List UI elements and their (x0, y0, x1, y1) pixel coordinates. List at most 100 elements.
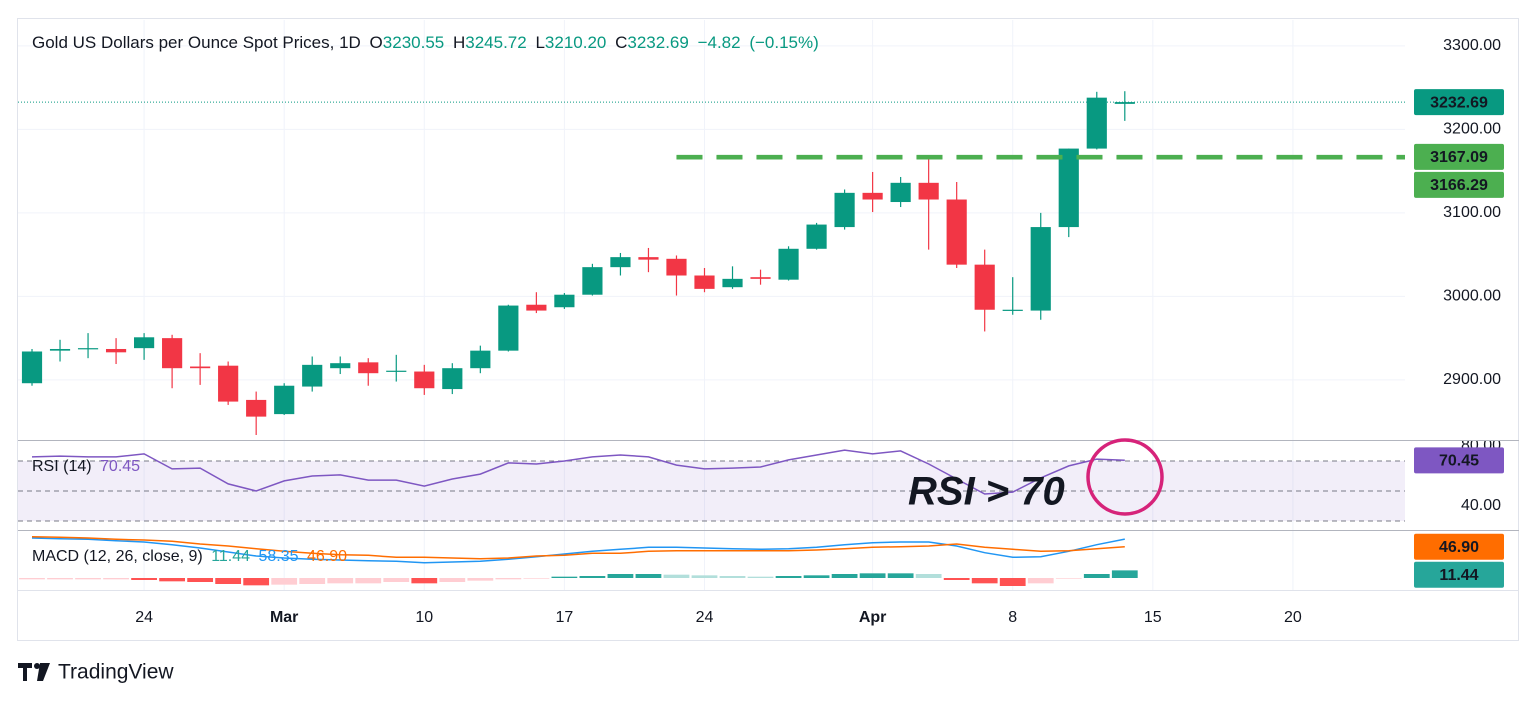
x-tick-label: 24 (696, 609, 714, 626)
candle-body (470, 350, 491, 369)
ohlc-key: L (535, 33, 544, 52)
brand-name: TradingView (58, 661, 174, 684)
change: −4.82 (698, 33, 741, 52)
macd-histogram-bar (215, 578, 242, 584)
axes: 24 Mar 10 17 24 Apr 8 15 20 2900.00 3000.00 3100.00… (135, 37, 1504, 626)
macd-histogram-bar (467, 578, 494, 581)
candle-body (1086, 97, 1107, 149)
chart-legend: Gold US Dollars per Ounce Spot Prices, 1… (32, 33, 819, 52)
price-label-box (1414, 533, 1504, 560)
candle-body (582, 267, 603, 295)
macd-histogram-bar (551, 576, 578, 578)
candle-body (49, 348, 71, 351)
macd-histogram-bar (663, 574, 690, 578)
candle-body (890, 182, 911, 203)
macd-histogram-bar (411, 578, 438, 584)
change-percent: (−0.15%) (749, 33, 818, 52)
macd-histogram-bar (607, 574, 634, 578)
rsi-legend: RSI (14) 70.45 (32, 458, 140, 475)
y-tick-label: 3000.00 (1443, 288, 1501, 305)
x-tick-label: 17 (555, 609, 573, 626)
candle-body (554, 294, 575, 308)
logo-shape (37, 663, 50, 681)
candle-body (694, 275, 715, 289)
macd-histogram-bar (383, 578, 410, 582)
ohlc-value: 3210.20 (545, 33, 606, 52)
macd-histogram-bar (999, 578, 1026, 586)
macd-signal-value: 46.90 (307, 548, 347, 565)
ohlc-value: 3232.69 (627, 33, 688, 52)
candle-body (946, 199, 967, 265)
y-tick-label: 3200.00 (1443, 121, 1501, 138)
macd-histogram-bar (691, 575, 718, 578)
rsi-pane (18, 440, 1405, 530)
macd-histogram-bar (495, 578, 522, 580)
macd-histogram-bar (579, 576, 606, 578)
macd-histogram-bar (775, 576, 802, 578)
candle-body (1002, 309, 1023, 311)
candle-body (666, 258, 687, 276)
macd-histogram-bar (187, 578, 214, 582)
candle-body (1030, 227, 1051, 311)
x-tick-label: Apr (859, 609, 887, 626)
macd-legend: MACD (12, 26, close, 9) 11.44 58.35 46.9… (32, 548, 347, 565)
candle-body (974, 264, 995, 310)
ohlc-key: H (453, 33, 465, 52)
candle-body (77, 348, 99, 350)
logo-shape (34, 663, 40, 669)
rsi-title: RSI (14) (32, 458, 92, 475)
x-tick-label: 10 (415, 609, 433, 626)
macd-histogram-bar (719, 576, 746, 578)
y-tick-label: 3100.00 (1443, 204, 1501, 221)
price-label-box (1414, 561, 1504, 588)
macd-histogram-bar (1111, 570, 1138, 578)
candle-body (778, 248, 799, 280)
price-label: 3166.29 (1430, 177, 1488, 194)
candle-body (218, 365, 239, 402)
macd-histogram-bar (159, 578, 186, 582)
candle-body (386, 370, 407, 372)
macd-line (31, 537, 1125, 564)
macd-histogram-bar (103, 578, 129, 580)
macd-histogram-bar (75, 578, 101, 580)
annotation-circle (1086, 438, 1164, 516)
ohlc-value: 3230.55 (383, 33, 444, 52)
macd-histogram-bar (327, 578, 354, 584)
brand-logo (18, 663, 50, 681)
macd-histogram-bar (803, 575, 830, 578)
price-label: 11.44 (1439, 567, 1478, 584)
macd-histogram-bar (1027, 578, 1054, 584)
price-label: 3167.09 (1430, 149, 1488, 166)
candle-body (722, 278, 743, 288)
ohlc-value: 3245.72 (465, 33, 526, 52)
y-tick-label: 2900.00 (1443, 371, 1501, 388)
candle-body (330, 363, 351, 369)
x-tick-label: 24 (135, 609, 153, 626)
symbol: Gold US Dollars per Ounce Spot Prices, 1… (32, 33, 361, 52)
macd-value: 58.35 (259, 548, 299, 565)
price-label: 70.45 (1439, 453, 1479, 470)
ohlc-key: O (370, 33, 383, 52)
macd-histogram-bar (887, 573, 914, 578)
price-label-box (1414, 447, 1504, 474)
macd-histogram-bar (915, 574, 942, 578)
macd-histogram-bar (635, 574, 662, 578)
macd-histogram-bar (859, 573, 886, 578)
macd-histogram-bar (271, 578, 298, 585)
macd-histogram-bar (747, 576, 774, 578)
macd-title: MACD (12, 26, close, 9) (32, 548, 203, 565)
chart-frame (17, 18, 1519, 641)
annotation: RSI > 70 (908, 470, 1065, 514)
y-tick-label: 40.00 (1461, 497, 1501, 514)
price-label-box (1414, 171, 1504, 198)
x-tick-label: Mar (270, 609, 298, 626)
candle-body (134, 337, 155, 349)
macd-histogram-bar (439, 578, 466, 582)
candle-body (162, 338, 183, 369)
candle-body (190, 366, 211, 369)
logo-shape (18, 663, 32, 681)
candle-body (526, 304, 547, 311)
macd-histogram-bar (1083, 574, 1110, 578)
